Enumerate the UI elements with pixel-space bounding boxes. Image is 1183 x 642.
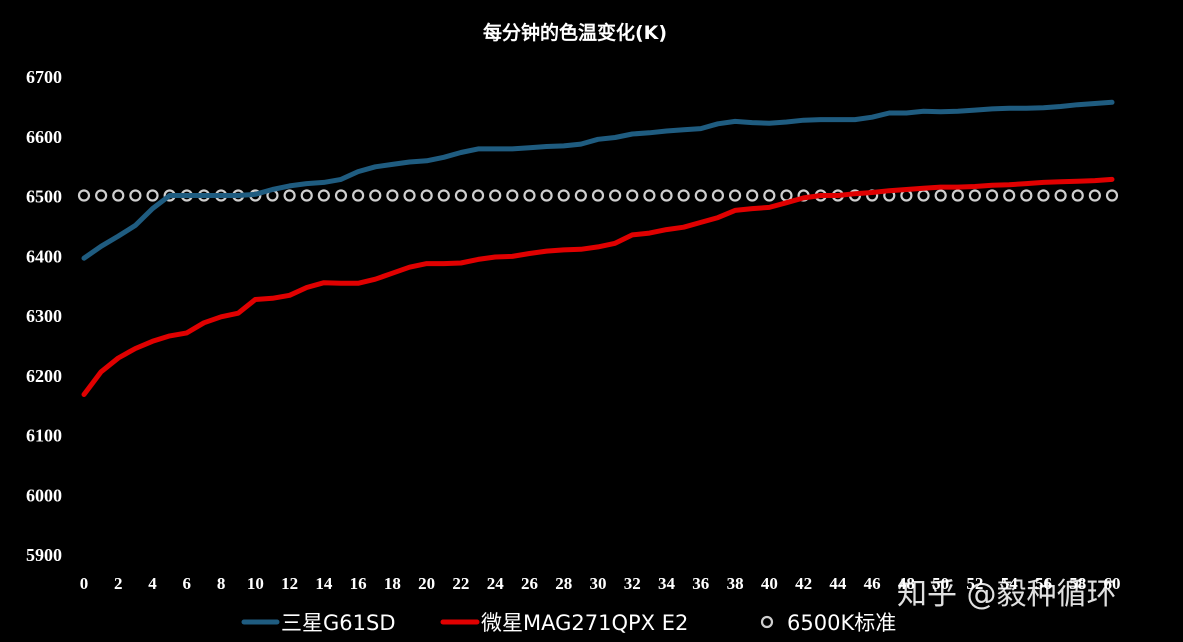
- legend-label: 微星MAG271QPX E2: [481, 611, 688, 635]
- x-tick-label: 28: [555, 574, 572, 593]
- data-point: [95, 189, 108, 202]
- legend-label: 6500K标准: [787, 611, 896, 635]
- data-point: [728, 189, 742, 202]
- data-point: [146, 189, 159, 202]
- data-point: [506, 189, 519, 202]
- x-tick-label: 34: [658, 574, 676, 593]
- data-point: [112, 189, 125, 202]
- data-point: [437, 189, 450, 202]
- data-point: [609, 189, 622, 202]
- x-tick-label: 20: [418, 574, 435, 593]
- data-point: [369, 189, 382, 202]
- data-point: [626, 189, 639, 202]
- series-6500k-standard: [77, 189, 1119, 202]
- x-axis-ticks: 0 2 4 6 8 10 12 14 16 18 20 22 24 26 28 30 32 34 36 38 40 42 4…: [80, 574, 1121, 593]
- data-point: [1105, 189, 1119, 202]
- x-tick-label: 16: [350, 574, 367, 593]
- x-tick-label: 2: [114, 574, 123, 593]
- data-point: [523, 189, 536, 202]
- x-tick-label: 6: [183, 574, 192, 593]
- data-point: [540, 189, 553, 202]
- data-point: [1071, 189, 1084, 202]
- x-tick-label: 56: [1035, 574, 1052, 593]
- data-point: [334, 189, 348, 202]
- data-point: [1020, 189, 1033, 202]
- legend: 三星G61SD 微星MAG271QPX E2 6500K标准: [241, 611, 896, 635]
- data-point: [1037, 189, 1050, 202]
- data-point: [420, 189, 433, 202]
- data-point: [1003, 189, 1016, 202]
- x-tick-label: 50: [932, 574, 949, 593]
- x-tick-label: 24: [487, 574, 505, 593]
- data-point: [471, 189, 485, 202]
- data-point: [77, 189, 91, 202]
- x-tick-label: 48: [898, 574, 915, 593]
- data-point: [660, 189, 673, 202]
- x-tick-label: 0: [80, 574, 89, 593]
- data-point: [454, 189, 468, 202]
- x-tick-label: 8: [217, 574, 226, 593]
- legend-marker-icon: [760, 615, 774, 629]
- y-tick-label: 5900: [26, 545, 62, 565]
- x-tick-label: 14: [315, 574, 333, 593]
- x-tick-label: 30: [590, 574, 607, 593]
- series-line-msi-mag271qpx-e2: [81, 176, 1115, 397]
- x-tick-label: 44: [829, 574, 847, 593]
- data-point: [129, 189, 142, 202]
- data-point: [934, 189, 947, 202]
- y-tick-label: 6700: [26, 67, 62, 87]
- data-point: [711, 189, 725, 202]
- data-point: [283, 189, 296, 202]
- y-tick-label: 6400: [26, 246, 62, 266]
- watermark: 知乎 @毅种循环: [897, 577, 1117, 612]
- data-point: [591, 189, 605, 202]
- y-tick-label: 6000: [26, 485, 62, 505]
- x-tick-label: 4: [148, 574, 157, 593]
- x-tick-label: 54: [1001, 574, 1019, 593]
- x-tick-label: 10: [247, 574, 264, 593]
- x-tick-label: 38: [727, 574, 744, 593]
- data-point: [985, 189, 999, 202]
- data-point: [643, 189, 656, 202]
- legend-label: 三星G61SD: [281, 611, 396, 635]
- series-line-samsung-g61sd: [81, 99, 1115, 261]
- y-tick-label: 6200: [26, 366, 62, 386]
- x-tick-label: 58: [1069, 574, 1086, 593]
- x-tick-label: 42: [795, 574, 812, 593]
- x-tick-label: 60: [1104, 574, 1121, 593]
- data-series: [77, 99, 1119, 397]
- y-axis-ticks: 5900 6000 6100 6200 6300 6400 6500 6600 6700: [26, 67, 62, 565]
- data-point: [403, 189, 416, 202]
- data-point: [489, 189, 502, 202]
- data-point: [677, 189, 690, 202]
- data-point: [763, 189, 776, 202]
- x-tick-label: 52: [966, 574, 983, 593]
- x-tick-label: 12: [281, 574, 298, 593]
- x-tick-label: 40: [761, 574, 778, 593]
- x-tick-label: 18: [384, 574, 401, 593]
- x-tick-label: 36: [692, 574, 709, 593]
- data-point: [1088, 189, 1101, 202]
- y-tick-label: 6300: [26, 306, 62, 326]
- data-point: [694, 189, 707, 202]
- data-point: [574, 189, 587, 202]
- data-point: [352, 189, 365, 202]
- data-point: [300, 189, 313, 202]
- data-point: [1054, 189, 1067, 202]
- chart-title: 每分钟的色温变化(K): [483, 21, 667, 44]
- data-point: [746, 189, 759, 202]
- y-tick-label: 6600: [26, 127, 62, 147]
- data-point: [386, 189, 399, 202]
- y-tick-label: 6500: [26, 187, 62, 207]
- x-tick-label: 26: [521, 574, 538, 593]
- x-tick-label: 32: [624, 574, 641, 593]
- y-tick-label: 6100: [26, 426, 62, 446]
- x-tick-label: 22: [452, 574, 469, 593]
- data-point: [968, 189, 982, 202]
- data-point: [557, 189, 570, 202]
- data-point: [951, 189, 964, 202]
- data-point: [317, 189, 330, 202]
- x-tick-label: 46: [864, 574, 881, 593]
